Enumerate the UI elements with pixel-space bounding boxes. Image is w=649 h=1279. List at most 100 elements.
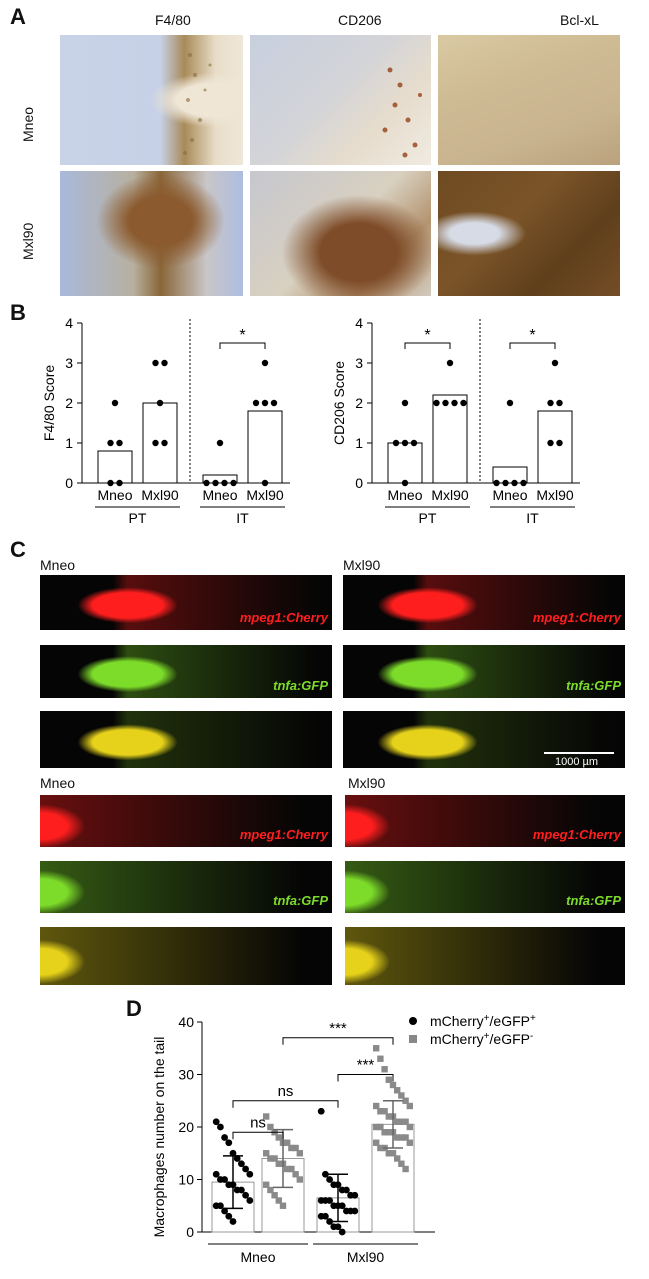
significance-bracket: [337, 1074, 394, 1082]
data-point: [451, 399, 458, 407]
bar: [537, 410, 573, 484]
legend-label: mCherry+/eGFP-: [430, 1031, 533, 1048]
significance-label: *: [529, 327, 535, 344]
y-tick-label: 4: [65, 315, 73, 331]
data-point: [292, 1144, 299, 1152]
x-tick-label: Mneo: [202, 487, 237, 503]
data-point: [402, 1165, 409, 1173]
panel-a-row-mxl90: Mxl90: [20, 222, 36, 260]
panel-a-row-mneo: Mneo: [20, 106, 36, 142]
data-point: [389, 1150, 397, 1157]
channel-label-gfp: tnfa:GFP: [566, 893, 621, 908]
bar: [492, 466, 528, 484]
data-point: [275, 1197, 282, 1204]
data-point: [152, 359, 159, 367]
data-point: [161, 359, 168, 367]
significance-label: *: [239, 327, 245, 344]
significance-label: ns: [278, 1083, 294, 1100]
data-point: [511, 479, 518, 487]
panel-d-letter: D: [126, 996, 142, 1021]
data-point: [373, 1139, 380, 1146]
data-point: [263, 1181, 270, 1188]
legend-marker-circle: [409, 1017, 417, 1025]
data-point: [556, 439, 563, 447]
data-point: [252, 399, 260, 407]
data-point: [377, 1144, 384, 1152]
significance-bracket: [282, 1037, 394, 1045]
data-point: [284, 1165, 291, 1173]
micrograph-mxl90-f480: [60, 171, 243, 296]
data-point: [246, 1197, 254, 1204]
data-point: [398, 1134, 405, 1141]
data-point: [221, 1134, 228, 1141]
tail-mneo-gfp: [40, 861, 332, 913]
data-point: [385, 1129, 392, 1136]
data-point: [116, 479, 123, 487]
data-point: [351, 1191, 359, 1199]
panel-c-label-mxl90-bottom: Mxl90: [348, 775, 386, 791]
bar: [202, 474, 238, 484]
channel-label-gfp: tnfa:GFP: [273, 893, 328, 908]
data-point: [288, 1165, 295, 1173]
y-tick-label: 0: [186, 1224, 194, 1240]
panel-a-col-bclxl: Bcl-xL: [560, 12, 599, 28]
channel-label-gfp: tnfa:GFP: [273, 678, 328, 693]
data-point: [394, 1155, 401, 1162]
data-point: [385, 1150, 392, 1157]
tail-mxl90-gfp: [345, 861, 625, 913]
data-point: [551, 359, 559, 367]
y-tick-label: 10: [178, 1172, 194, 1188]
significance-label: ***: [357, 1057, 375, 1074]
data-point: [433, 399, 440, 407]
data-point: [238, 1186, 245, 1194]
x-tick-label: Mneo: [492, 487, 527, 503]
y-axis-label: F4/80 Score: [41, 365, 57, 441]
group-label: Mxl90: [347, 1249, 385, 1265]
data-point: [326, 1176, 333, 1183]
significance-bracket: [219, 342, 266, 349]
data-point: [267, 1186, 274, 1194]
data-point: [212, 1170, 220, 1178]
micrograph-mneo-cd206: [250, 35, 431, 165]
panel-c-label-mneo-top: Mneo: [40, 557, 76, 573]
bar: [387, 442, 423, 484]
significance-bracket: [232, 1131, 284, 1140]
x-tick-label: Mxl90: [141, 487, 179, 503]
data-point: [398, 1118, 405, 1125]
channel-label-cherry: mpeg1:Cherry: [532, 610, 621, 625]
y-tick-label: 1: [65, 435, 73, 451]
data-point: [111, 399, 119, 407]
data-point: [502, 479, 509, 487]
data-point: [221, 1207, 228, 1215]
data-point: [217, 1202, 224, 1210]
data-point: [271, 1192, 278, 1199]
data-point: [373, 1045, 380, 1052]
micrograph-mxl90-cd206: [250, 171, 431, 296]
significance-label: ns: [250, 1114, 266, 1131]
significance-bracket: [232, 1100, 339, 1108]
data-point: [116, 439, 123, 447]
significance-bracket: [404, 342, 451, 349]
fish-mneo-merge: [40, 711, 332, 768]
data-point: [296, 1150, 303, 1157]
tail-mxl90-merge: [345, 927, 625, 985]
data-point: [410, 439, 418, 447]
y-tick-label: 0: [355, 475, 363, 491]
panel-a-letter: A: [10, 4, 26, 29]
data-point: [107, 439, 114, 447]
data-point: [385, 1076, 392, 1083]
scale-bar-label: 1000 µm: [555, 756, 599, 768]
data-point: [322, 1212, 329, 1220]
data-point: [216, 439, 224, 447]
data-point: [493, 479, 500, 487]
data-point: [229, 1149, 237, 1157]
data-point: [212, 1118, 220, 1126]
data-point: [373, 1102, 380, 1110]
data-point: [233, 1155, 241, 1162]
y-tick-label: 30: [178, 1067, 194, 1083]
y-tick-label: 4: [355, 315, 363, 331]
data-point: [506, 399, 514, 407]
tail-mxl90-cherry: [345, 795, 625, 847]
data-point: [385, 1113, 392, 1120]
data-point: [225, 1212, 233, 1220]
